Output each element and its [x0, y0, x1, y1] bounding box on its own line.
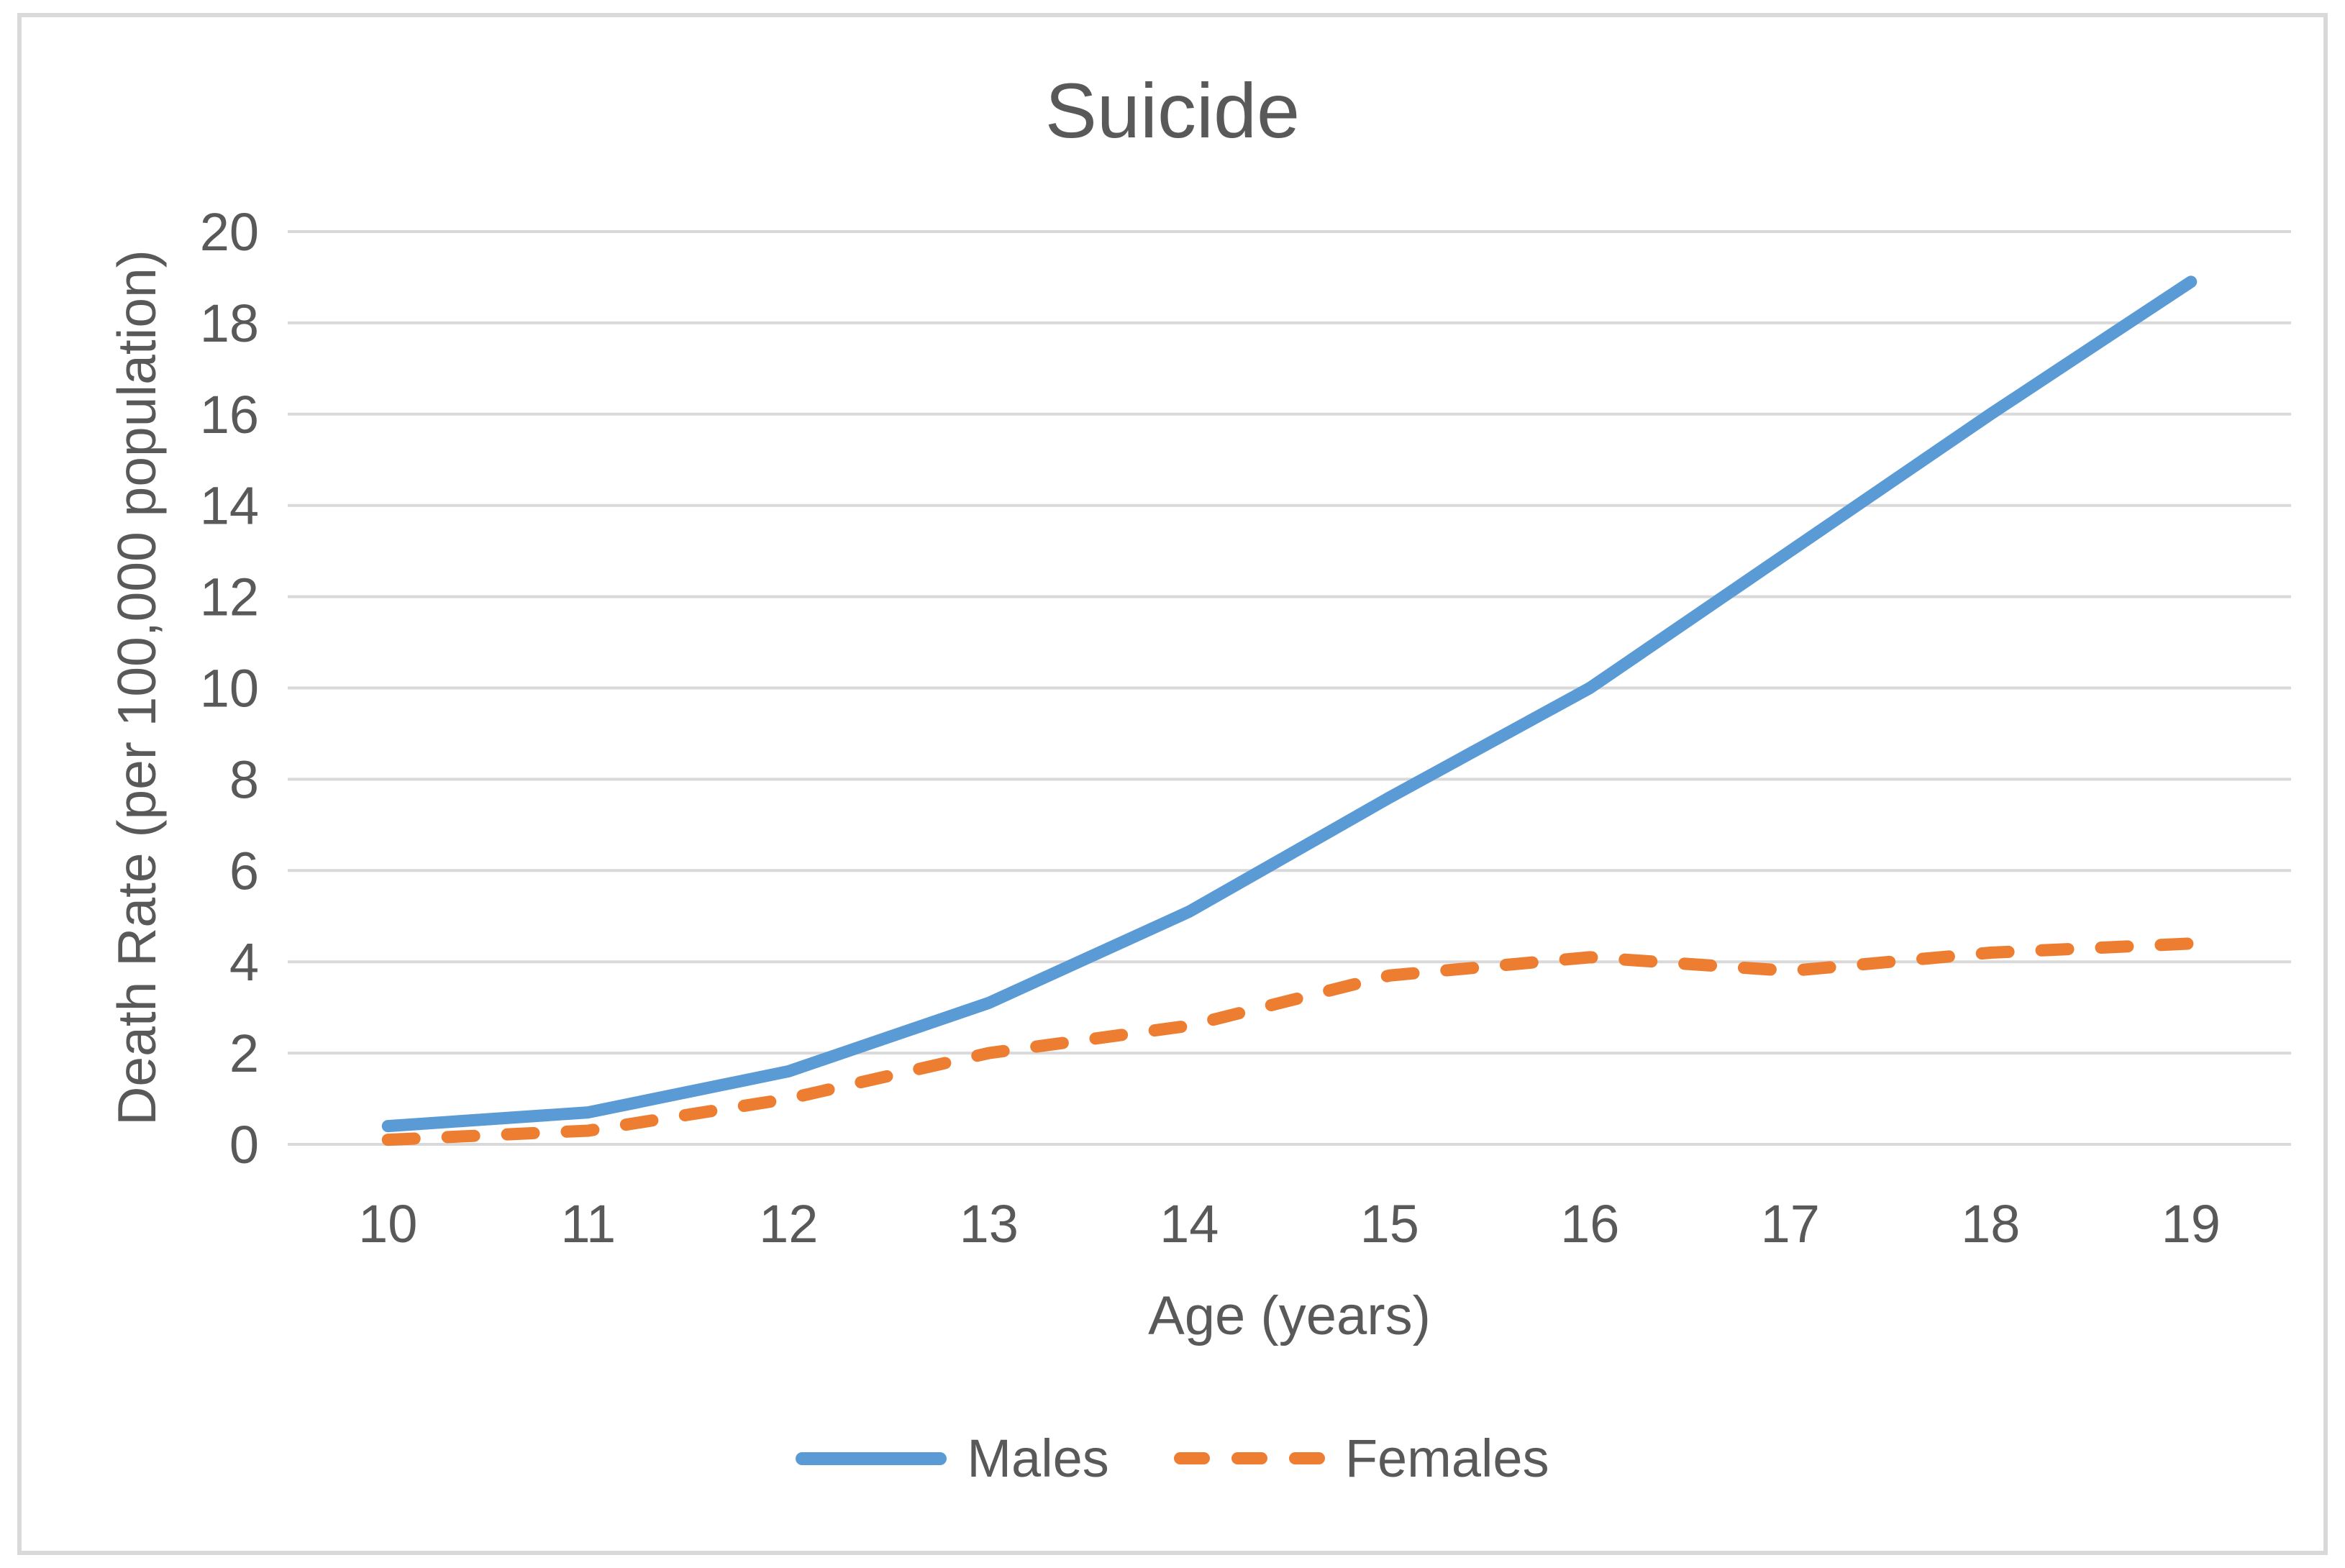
x-axis-tick-labels: 10 11 12 13 14 15 16 17 18 19 [358, 1194, 2221, 1254]
legend-dash-segment [1231, 1452, 1267, 1464]
y-tick-label: 20 [200, 202, 259, 262]
x-tick-label: 14 [1160, 1194, 1219, 1254]
y-tick-label: 0 [229, 1115, 259, 1175]
y-tick-label: 10 [200, 659, 259, 719]
legend-label: Males [967, 1428, 1109, 1488]
y-tick-label: 4 [229, 932, 259, 992]
x-tick-label: 15 [1360, 1194, 1419, 1254]
y-tick-label: 2 [229, 1024, 259, 1083]
series-lines [381, 275, 2198, 1147]
y-tick-label: 16 [200, 385, 259, 445]
x-axis-title: Age (years) [1148, 1285, 1431, 1346]
x-tick-label: 18 [1961, 1194, 2020, 1254]
x-tick-label: 19 [2162, 1194, 2221, 1254]
legend-label: Females [1344, 1428, 1549, 1488]
legend-dash-segment [1173, 1452, 1210, 1464]
x-tick-label: 10 [358, 1194, 417, 1254]
x-tick-label: 17 [1761, 1194, 1820, 1254]
y-tick-label: 14 [200, 476, 259, 536]
legend-swatch-dashed-line [1173, 1452, 1325, 1464]
x-tick-label: 12 [759, 1194, 818, 1254]
x-tick-label: 16 [1560, 1194, 1619, 1254]
y-tick-label: 8 [229, 749, 259, 809]
y-tick-label: 6 [229, 841, 259, 901]
x-tick-label: 11 [560, 1194, 616, 1254]
series-line-females [381, 937, 2198, 1147]
chart-title: Suicide [1044, 67, 1301, 154]
y-tick-label: 18 [200, 293, 259, 353]
x-tick-label: 13 [960, 1194, 1019, 1254]
legend-item-males: Males [796, 1428, 1109, 1489]
gridlines [288, 230, 2291, 1146]
legend: Males Females [0, 1428, 2345, 1489]
series-line-males [381, 275, 2198, 1133]
legend-dash-segment [1288, 1452, 1325, 1464]
legend-swatch-solid-line [796, 1451, 947, 1465]
chart-outer-border [17, 13, 2328, 1555]
y-axis-tick-labels: 0 2 4 6 8 10 12 14 16 18 20 [200, 202, 259, 1175]
y-tick-label: 12 [200, 568, 259, 627]
legend-item-females: Females [1173, 1428, 1549, 1489]
